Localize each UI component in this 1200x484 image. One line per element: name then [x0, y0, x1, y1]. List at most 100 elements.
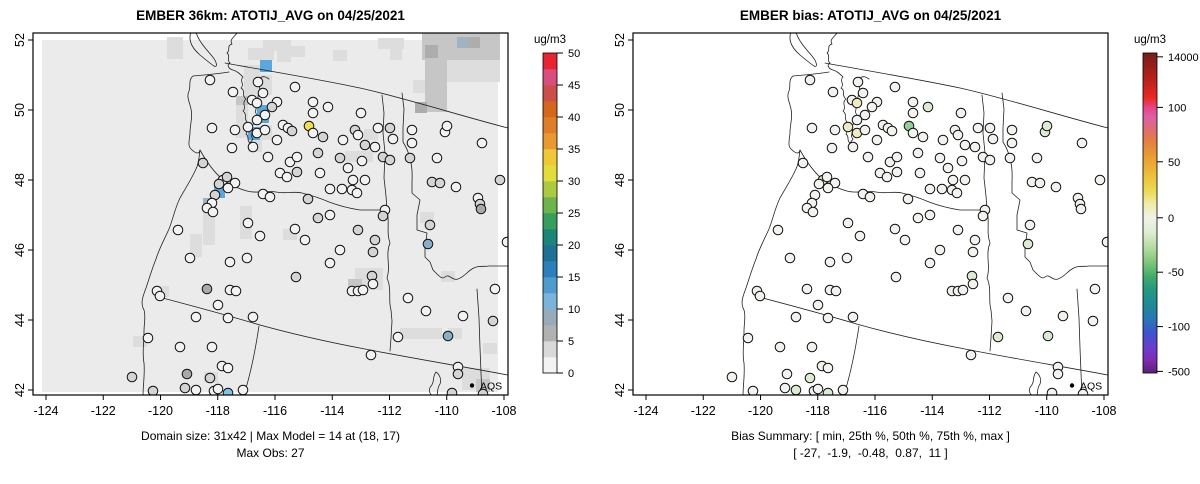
station-marker	[859, 109, 871, 121]
station-marker	[365, 349, 377, 361]
station-marker	[772, 224, 784, 236]
station-marker	[442, 330, 454, 342]
colorbar-segment	[543, 85, 557, 102]
station-marker	[1034, 177, 1046, 189]
y-tick-label: 46	[13, 243, 27, 257]
station-marker	[864, 191, 876, 203]
station-marker	[1020, 305, 1032, 317]
station-marker	[357, 284, 369, 296]
raster-cell	[425, 48, 447, 112]
raster-cell	[483, 343, 497, 354]
station-marker	[384, 154, 396, 166]
station-marker	[352, 129, 364, 141]
station-marker	[457, 310, 469, 322]
station-marker	[854, 230, 866, 242]
station-marker	[266, 101, 278, 113]
colorbar-segment	[543, 261, 557, 278]
station-marker	[154, 290, 166, 302]
station-marker	[984, 154, 996, 166]
station-marker	[922, 101, 934, 113]
colorbar-segment	[543, 117, 557, 134]
model-map-panel: EMBER 36km: ATOTIJ_AVG on 04/25/2021 -12…	[13, 8, 580, 460]
station-marker	[821, 171, 833, 183]
raster-cell	[420, 212, 434, 223]
colorbar-segment	[543, 229, 557, 246]
colorbar-tick-label: 10	[568, 304, 580, 316]
raster-cell	[167, 37, 183, 59]
station-marker	[392, 331, 404, 343]
aqs-legend: AQS	[469, 381, 502, 393]
station-marker	[190, 384, 202, 395]
station-marker	[942, 162, 954, 174]
x-tick-label: -120	[748, 404, 773, 418]
station-marker	[1002, 292, 1014, 304]
colorbar-tick-label: 50	[1168, 157, 1180, 169]
station-marker	[852, 76, 864, 88]
station-marker	[842, 217, 854, 229]
station-marker	[252, 76, 264, 88]
raster-cell	[415, 102, 427, 113]
station-marker	[317, 131, 329, 143]
colorbar-tick-label: -50	[1168, 267, 1184, 279]
station-marker	[807, 206, 819, 218]
raster-cell	[283, 229, 297, 240]
station-marker	[359, 174, 371, 186]
station-marker	[959, 174, 971, 186]
station-marker	[1075, 203, 1087, 215]
station-marker	[1087, 315, 1099, 327]
aqs-marker-dot	[469, 383, 475, 388]
station-marker	[406, 124, 418, 136]
station-marker	[206, 122, 218, 134]
station-marker	[806, 341, 818, 353]
x-tick-label: -110	[1035, 404, 1059, 418]
station-marker	[967, 246, 979, 258]
station-marker	[251, 97, 263, 109]
station-marker	[334, 244, 346, 256]
station-marker	[402, 292, 414, 304]
station-marker	[251, 114, 263, 126]
raster-cell	[248, 48, 274, 60]
raster-cell	[263, 40, 277, 51]
station-marker	[342, 162, 354, 174]
colorbar-segment	[543, 149, 557, 166]
x-tick-label: -114	[920, 404, 944, 418]
station-marker	[1076, 137, 1088, 149]
raster-cell	[364, 129, 378, 140]
aqs-marker-dot	[1069, 383, 1075, 388]
station-marker	[142, 332, 154, 344]
station-marker	[197, 157, 209, 169]
station-marker	[494, 174, 506, 186]
station-marker	[972, 122, 984, 134]
station-marker	[1094, 174, 1106, 186]
station-marker	[847, 311, 859, 323]
y-tick-label: 44	[613, 313, 627, 327]
station-marker	[1042, 330, 1054, 342]
station-marker	[241, 252, 253, 264]
raster-cell	[413, 80, 425, 93]
stations	[726, 74, 1108, 395]
x-tick-label: -112	[377, 404, 401, 418]
station-marker	[222, 312, 234, 324]
station-marker	[912, 212, 924, 224]
colorbar-segment	[543, 245, 557, 262]
colorbar-segment	[543, 53, 557, 70]
station-marker	[247, 311, 259, 323]
station-marker	[891, 166, 903, 178]
station-marker	[369, 141, 381, 153]
station-marker	[859, 124, 871, 136]
station-marker	[126, 371, 138, 383]
x-tick-label: -118	[206, 404, 230, 418]
station-marker	[247, 141, 259, 153]
station-marker	[227, 86, 239, 98]
station-marker	[271, 134, 283, 146]
station-marker	[174, 341, 186, 353]
station-marker	[1077, 388, 1089, 395]
station-marker	[822, 312, 834, 324]
station-marker	[822, 182, 834, 194]
station-marker	[969, 141, 981, 153]
station-marker	[779, 382, 791, 394]
x-axis: -124 -122 -120 -118 -116 -114 -112 -110 -108	[33, 395, 517, 418]
raster-cell	[468, 37, 480, 48]
station-marker	[302, 193, 314, 205]
